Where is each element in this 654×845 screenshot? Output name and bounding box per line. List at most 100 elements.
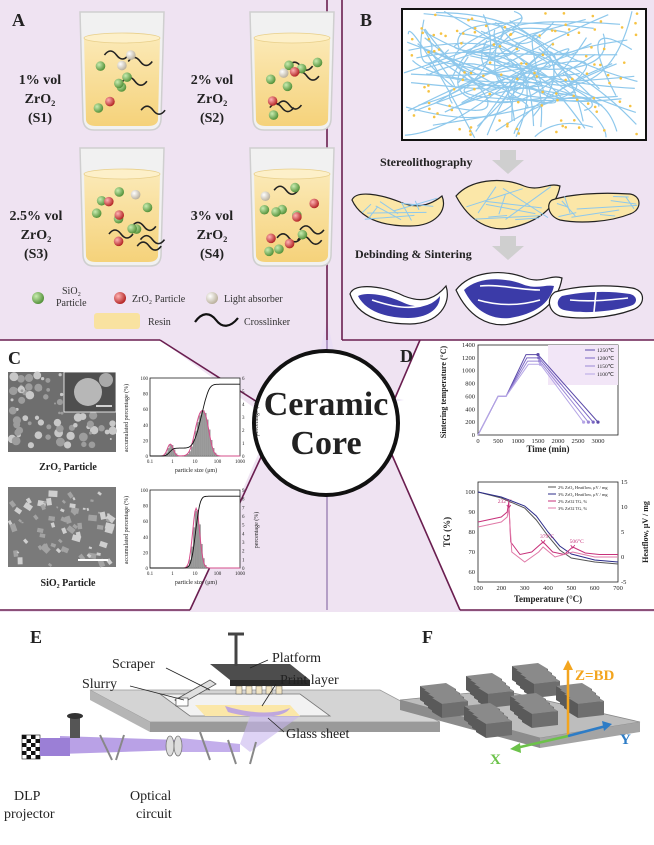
light-absorber-particle	[131, 190, 141, 200]
sem-flake	[21, 522, 23, 524]
resin-dot	[603, 48, 606, 51]
panel-C-label: C	[8, 348, 21, 368]
resin-dot	[578, 31, 581, 34]
resin-dot	[542, 54, 545, 57]
legend-crosslinker: Crosslinker	[244, 317, 291, 328]
sem-particle	[41, 377, 44, 380]
sio2-particle	[271, 207, 281, 217]
resin-dot	[485, 25, 488, 28]
resin-dot	[506, 125, 509, 128]
resin-dot	[433, 116, 436, 119]
hist-zro2-bar	[189, 451, 191, 456]
hist-zro2-bar	[168, 448, 170, 456]
zro2-particle	[266, 234, 276, 244]
label-dlp: DLP	[14, 789, 41, 804]
sintering-xtick: 1000	[512, 438, 525, 445]
resin-dot	[571, 78, 574, 81]
sem-particle	[9, 407, 17, 415]
sintering-xtick: 2500	[572, 438, 585, 445]
sem-particle	[46, 424, 51, 429]
hist-zro2-xtick: 0.1	[147, 460, 154, 465]
sem-particle	[61, 412, 64, 415]
beaker-resin-surface	[254, 169, 330, 179]
zro2-legend-icon	[114, 292, 126, 304]
sio2-particle	[143, 203, 153, 213]
beaker-3-line3: (S3)	[24, 247, 48, 262]
resin-dot	[572, 95, 575, 98]
zro2-particle-caption: ZrO₂ Particle	[39, 462, 97, 473]
sem-particle	[12, 436, 21, 445]
sio2-particle	[290, 183, 300, 193]
sem-particle	[110, 438, 112, 440]
sio2-particle	[264, 247, 274, 257]
sem-flake	[97, 525, 104, 530]
resin-dot	[552, 43, 555, 46]
sem-particle	[25, 383, 32, 390]
sintering-point	[592, 421, 595, 424]
beaker-1-line2: ZrO₂	[25, 92, 56, 107]
resin-dot	[603, 129, 606, 132]
tg-ytick-left: 90	[469, 509, 476, 516]
sintering-legend-label: 1200℃	[597, 356, 615, 362]
dlp-knob	[67, 713, 83, 719]
tg-chart-ylabel-left: TG (%)	[442, 517, 452, 547]
beaker-3	[80, 148, 164, 266]
hist-sio2-ylabel-right: percentage (%)	[253, 512, 260, 548]
sio2-particle	[274, 244, 284, 254]
resin-dot	[427, 90, 430, 93]
resin-dot	[428, 38, 431, 41]
resin-dot	[411, 38, 414, 41]
resin-dot	[573, 119, 576, 122]
resin-dot	[551, 29, 554, 32]
sio2-particle	[313, 58, 323, 68]
resin-dot	[470, 126, 473, 129]
resin-dot	[594, 106, 597, 109]
sem-flake	[77, 523, 82, 530]
sem-particle	[81, 435, 84, 438]
sio2-legend-icon	[32, 292, 44, 304]
label-scraper: Scraper	[112, 657, 155, 672]
resin-dot	[541, 91, 544, 94]
beaker-2-line2: ZrO₂	[197, 92, 228, 107]
resin-dot	[432, 34, 435, 37]
sio2-particle-caption: SiO₂ Particle	[41, 578, 96, 589]
resin-dot	[629, 105, 632, 108]
hist-sio2-bar	[195, 511, 197, 568]
hist-sio2-ytick-left: 80	[143, 505, 149, 510]
resin-dot	[564, 23, 567, 26]
resin-dot	[535, 75, 538, 78]
resin-dot	[436, 112, 439, 115]
beaker-2-line1: 2% vol	[191, 73, 234, 88]
sintering-xtick: 0	[476, 438, 479, 445]
resin-dot	[636, 12, 639, 15]
center-title-line2: Core	[290, 425, 361, 462]
dlp-tube	[40, 738, 70, 756]
hist-zro2-xtick: 100	[214, 460, 222, 465]
legend-zro2: ZrO₂ Particle	[132, 294, 186, 305]
light-absorber-particle	[126, 50, 136, 60]
sintering-legend-label: 1100℃	[597, 372, 615, 378]
tg-ytick-left: 100	[465, 489, 475, 496]
sio2-particle	[122, 72, 132, 82]
panel-E-label: E	[30, 627, 42, 647]
sem-particle	[56, 438, 65, 447]
zro2-particle	[292, 212, 302, 222]
resin-dot	[555, 92, 558, 95]
hist-sio2-xtick: 0.1	[147, 572, 154, 577]
hist-zro2-ylabel-left: accumulated percentage (%)	[123, 384, 130, 452]
resin-dot	[621, 26, 624, 29]
tg-ytick-right: 5	[621, 529, 624, 536]
resin-dot	[473, 88, 476, 91]
tg-xtick: 300	[520, 585, 530, 592]
resin-dot	[506, 123, 509, 126]
hist-sio2-ytick-left: 40	[143, 536, 149, 541]
resin-dot	[461, 79, 464, 82]
step-stereolithography: Stereolithography	[380, 155, 472, 169]
hist-sio2-ytick-left: 60	[143, 520, 149, 525]
resin-dot	[471, 17, 474, 20]
sem-particle	[13, 421, 20, 428]
sem-zro2-inset-particle	[74, 378, 102, 406]
hist-zro2-ytick-left: 40	[143, 424, 149, 429]
zro2-particle	[268, 96, 278, 106]
resin-dot	[544, 12, 547, 15]
